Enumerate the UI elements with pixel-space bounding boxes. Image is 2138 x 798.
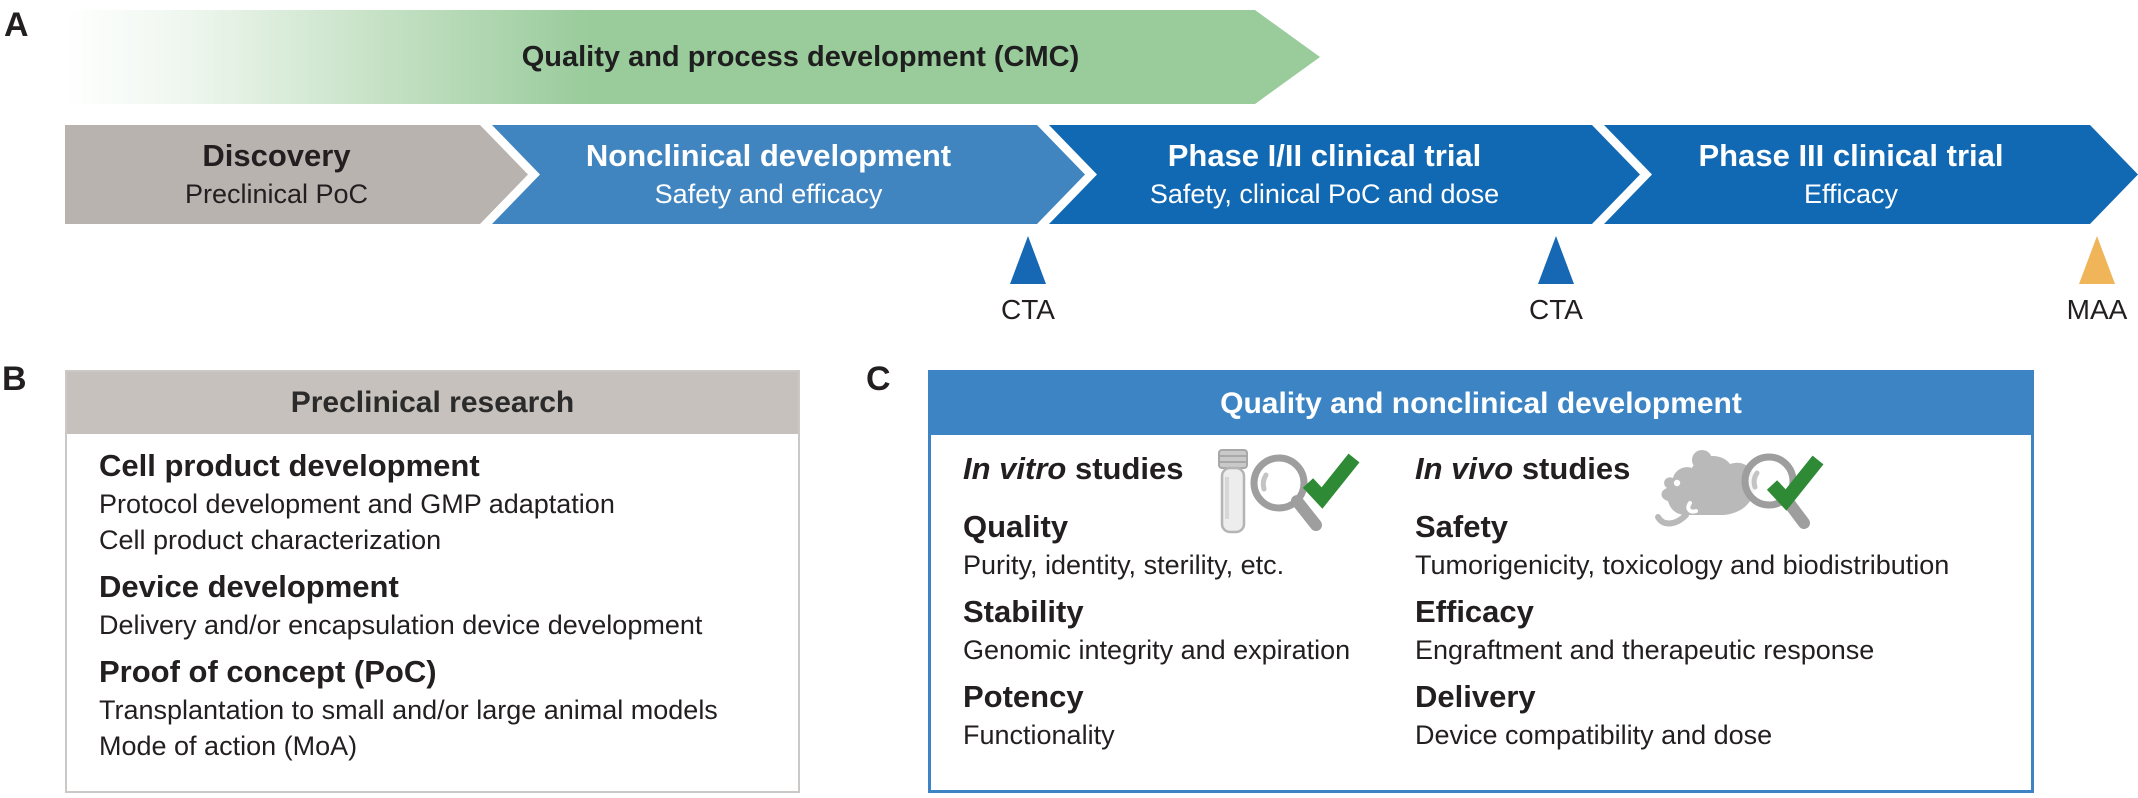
milestone-cta-1: CTA (968, 236, 1088, 326)
section-device-development: Device development Delivery and/or encap… (99, 567, 798, 643)
stage-phase3-arrow: Phase III clinical trial Efficacy (1604, 125, 2138, 224)
preclinical-research-box: Preclinical research Cell product develo… (65, 370, 800, 793)
cmc-process-arrow: Quality and process development (CMC) (65, 10, 1320, 104)
stage-title: Nonclinical development (585, 138, 952, 174)
section-safety: Safety Tumorigenicity, toxicology and bi… (1415, 507, 2025, 583)
section-heading: Potency (963, 679, 1084, 714)
studies-word: studies (1513, 451, 1631, 486)
section-line: Engraftment and therapeutic response (1415, 635, 1875, 665)
section-heading: Quality (963, 509, 1069, 544)
milestone-maa: MAA (2037, 236, 2138, 326)
section-line: Transplantation to small and/or large an… (99, 695, 718, 725)
section-heading: Stability (963, 594, 1084, 629)
mouse-magnifier-check-icon (1655, 447, 1824, 539)
panel-b-title: Preclinical research (67, 372, 798, 434)
section-heading: Cell product development (99, 448, 480, 483)
panel-a-label: A (4, 6, 29, 44)
section-line: Device compatibility and dose (1415, 720, 1773, 750)
panel-b-body: Cell product development Protocol develo… (67, 434, 798, 791)
in-vivo-studies-title: In vivo studies (1415, 447, 1630, 491)
cta-triangle-marker-icon (1010, 236, 1046, 284)
section-cell-product-development: Cell product development Protocol develo… (99, 446, 798, 558)
section-heading: Device development (99, 569, 399, 604)
in-vivo-studies-row: In vivo studies (1415, 447, 2025, 529)
cta-triangle-marker-icon (1538, 236, 1574, 284)
section-heading: Delivery (1415, 679, 1536, 714)
stage-title: Phase III clinical trial (1698, 138, 2004, 174)
studies-word: studies (1066, 451, 1184, 486)
milestone-cta-2: CTA (1496, 236, 1616, 326)
cmc-arrow-text: Quality and process development (CMC) (521, 40, 1080, 73)
panel-c-label: C (866, 360, 891, 398)
section-line: Protocol development and GMP adaptation (99, 489, 615, 519)
stage-subtitle: Preclinical PoC (184, 179, 369, 209)
section-proof-of-concept: Proof of concept (PoC) Transplantation t… (99, 652, 798, 764)
in-vivo-term: In vivo (1415, 451, 1514, 486)
section-line: Genomic integrity and expiration (963, 635, 1351, 665)
section-potency: Potency Functionality (963, 677, 1415, 753)
in-vitro-term: In vitro (963, 451, 1067, 486)
section-delivery: Delivery Device compatibility and dose (1415, 677, 2025, 753)
section-heading: Proof of concept (PoC) (99, 654, 437, 689)
section-line: Mode of action (MoA) (99, 731, 358, 761)
section-heading: Safety (1415, 509, 1509, 544)
section-line: Tumorigenicity, toxicology and biodistri… (1415, 550, 1950, 580)
stage-nonclinical-arrow: Nonclinical development Safety and effic… (492, 125, 1085, 224)
stage-title: Phase I/II clinical trial (1167, 138, 1482, 174)
section-line: Cell product characterization (99, 525, 442, 555)
section-stability: Stability Genomic integrity and expirati… (963, 592, 1415, 668)
in-vitro-studies-row: In vitro studies (963, 447, 1415, 534)
stage-phase12-arrow: Phase I/II clinical trial Safety, clinic… (1049, 125, 1640, 224)
in-vitro-column: In vitro studies (963, 447, 1415, 790)
milestone-label: MAA (2066, 294, 2128, 325)
in-vivo-column: In vivo studies (1415, 447, 2031, 790)
stage-discovery-arrow: Discovery Preclinical PoC (65, 125, 528, 224)
milestone-label: CTA (1001, 294, 1055, 325)
in-vitro-studies-title: In vitro studies (963, 447, 1184, 491)
test-tube-magnifier-check-icon (1210, 447, 1362, 539)
quality-nonclinical-box: Quality and nonclinical development In v… (928, 370, 2034, 793)
panel-c-body: In vitro studies (931, 435, 2031, 790)
stage-subtitle: Efficacy (1803, 179, 1899, 209)
panel-c-title: Quality and nonclinical development (931, 373, 2031, 435)
section-heading: Efficacy (1415, 594, 1534, 629)
section-line: Functionality (963, 720, 1115, 750)
section-line: Delivery and/or encapsulation device dev… (99, 610, 703, 640)
milestone-label: CTA (1529, 294, 1583, 325)
section-efficacy: Efficacy Engraftment and therapeutic res… (1415, 592, 2025, 668)
section-quality: Quality Purity, identity, sterility, etc… (963, 507, 1415, 583)
maa-triangle-marker-icon (2079, 236, 2115, 284)
section-line: Purity, identity, sterility, etc. (963, 550, 1285, 580)
panel-b-label: B (2, 360, 27, 398)
stage-subtitle: Safety, clinical PoC and dose (1149, 179, 1500, 209)
stage-title: Discovery (202, 138, 351, 174)
stage-subtitle: Safety and efficacy (654, 179, 883, 209)
